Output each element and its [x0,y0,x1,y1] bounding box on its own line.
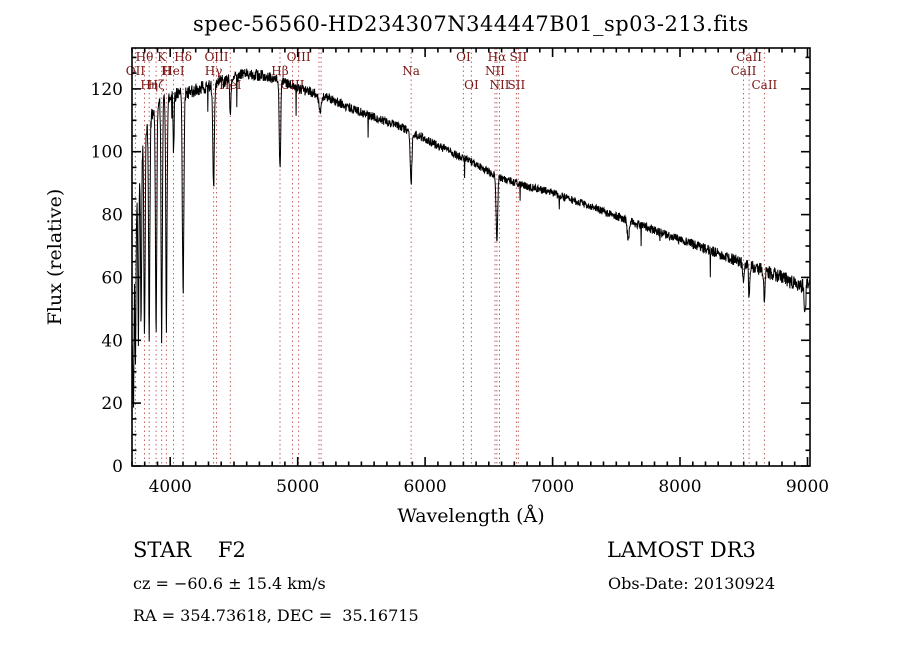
spectral-line-markers: OIIHθHηHζKHHeIHδHγOIIIHeIHβOIIIOIIINaOIO… [126,48,778,466]
x-tick-label: 8000 [658,477,701,497]
y-tick-label: 60 [101,268,123,288]
spectral-line-label: Hβ [271,64,288,78]
spectral-line-label: CaII [751,78,777,92]
spectral-line-label: Hη [140,78,158,92]
y-axis-label: Flux (relative) [44,188,66,326]
spectral-line-label: Hζ [148,78,165,92]
obs-date-label: Obs-Date: 20130924 [608,574,776,593]
tick-labels: 4000 5000 6000 7000 8000 9000 0 20 40 60 80 100 120 [91,80,830,497]
spectral-line-label: Na [402,64,420,78]
x-tick-label: 5000 [276,477,319,497]
spectral-line-label: NII [490,78,510,92]
spectral-line-label: H [161,64,171,78]
spectral-line-label: Hγ [205,64,223,78]
x-tick-label: 7000 [531,477,574,497]
y-tick-label: 0 [112,457,123,477]
y-tick-label: 80 [101,206,123,226]
spectral-line-label: SII [508,78,526,92]
classification-label: STAR F2 [133,538,246,562]
x-tick-label: 6000 [403,477,446,497]
spectral-line-label: Hθ [136,50,154,64]
y-tick-label: 120 [91,80,123,100]
spectral-line-label: K [157,50,167,64]
plot-title: spec-56560-HD234307N344447B01_sp03-213.f… [193,12,749,36]
spectral-line-label: OII [126,64,146,78]
spectral-line-label: OIII [204,50,228,64]
spectral-line-label: HeI [162,64,185,78]
y-tick-label: 40 [101,331,123,351]
x-axis-label: Wavelength (Å) [397,505,545,527]
spectral-line-label: OI [464,78,479,92]
x-tick-label: 4000 [149,477,192,497]
survey-release-label: LAMOST DR3 [607,538,756,562]
spectral-line-label: CaII [736,50,762,64]
ra-dec-label: RA = 354.73618, DEC = 35.16715 [133,606,419,625]
radial-velocity-label: cz = −60.6 ± 15.4 km/s [133,574,326,593]
x-tick-label: 9000 [786,477,829,497]
spectral-line-label: CaII [731,64,757,78]
plot-frame [131,47,811,467]
spectrum-trace [131,68,811,465]
spectral-line-label: NII [485,64,505,78]
spectral-line-label: Hα [488,50,507,64]
y-tick-label: 20 [101,394,123,414]
spectral-line-label: OI [456,50,471,64]
y-tick-label: 100 [91,143,123,163]
spectral-line-label: Hδ [174,50,192,64]
spectral-line-label: OIII [287,50,311,64]
spectral-line-label: SII [509,50,527,64]
